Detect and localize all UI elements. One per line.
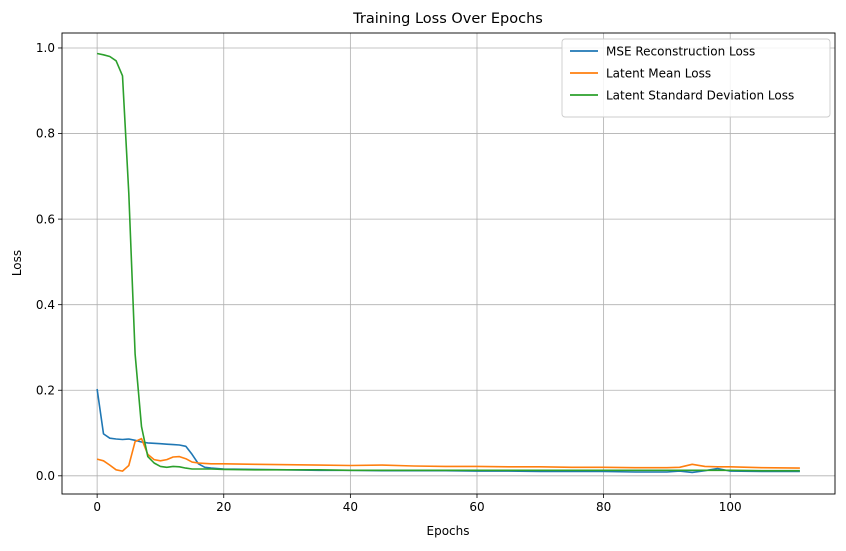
x-tick-label: 100 [719, 500, 742, 514]
series-line-1 [96, 437, 800, 472]
y-axis-label: Loss [10, 250, 24, 276]
series-lines [96, 52, 800, 474]
x-tick-label: 0 [93, 500, 101, 514]
plot-frame [61, 32, 836, 495]
grid-lines [62, 33, 835, 494]
legend-label: Latent Standard Deviation Loss [606, 89, 794, 103]
axis-ticks: 0 20 40 60 80 100 0.0 0.2 0.4 0.6 0.8 1.0 [36, 41, 742, 514]
x-axis-label: Epochs [427, 524, 470, 538]
legend-box [561, 38, 831, 118]
legend: MSE Reconstruction Loss Latent Mean Loss L… [561, 38, 831, 118]
x-tick-label: 40 [343, 500, 358, 514]
x-tick-label: 60 [469, 500, 484, 514]
y-tick-label: 0.2 [36, 383, 55, 397]
y-tick-label: 0.4 [36, 298, 55, 312]
y-tick-label: 0.0 [36, 469, 55, 483]
legend-label: MSE Reconstruction Loss [606, 45, 755, 59]
y-tick-label: 1.0 [36, 41, 55, 55]
chart-title: Training Loss Over Epochs [352, 11, 543, 27]
x-tick-label: 20 [216, 500, 231, 514]
y-tick-label: 0.8 [36, 127, 55, 141]
y-tick-label: 0.6 [36, 212, 55, 226]
legend-label: Latent Mean Loss [606, 67, 711, 81]
series-line-2 [96, 52, 800, 472]
x-tick-label: 80 [596, 500, 611, 514]
